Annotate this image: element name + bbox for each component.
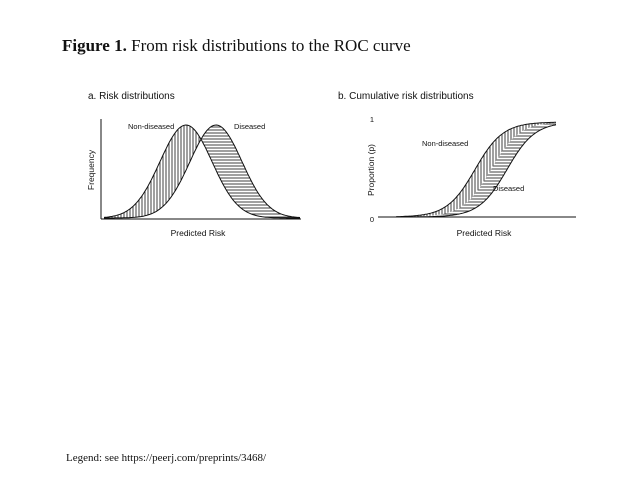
figure-title-text: From risk distributions to the ROC curve xyxy=(131,36,411,55)
panel-b-y-tick-0: 0 xyxy=(370,215,374,224)
non-diseased-cumulative-curve xyxy=(395,121,556,218)
panel-a-y-axis-label: Frequency xyxy=(86,149,96,190)
diseased-distribution-curve xyxy=(104,124,301,219)
panel-b-cumulative-distributions: b. Cumulative risk distributions 1 0 Non… xyxy=(338,91,576,238)
non-diseased-distribution-curve xyxy=(103,124,300,219)
non-diseased-cumulative-area xyxy=(396,122,556,217)
diseased-cumulative-area xyxy=(396,122,556,217)
panel-a-title: a. Risk distributions xyxy=(88,91,175,102)
panel-a-risk-distributions: a. Risk distributions Non-diseased Disea… xyxy=(86,91,301,238)
panel-b-title: b. Cumulative risk distributions xyxy=(338,91,474,102)
panel-a-series-label-diseased: Diseased xyxy=(234,122,265,131)
panel-b-series-label-diseased: Diseased xyxy=(493,184,524,193)
panel-b-y-axis-label: Proportion (p) xyxy=(366,144,376,196)
figure-label: Figure 1. xyxy=(62,36,127,55)
panel-a-x-axis-label: Predicted Risk xyxy=(171,228,227,238)
panel-a-series-label-non-diseased: Non-diseased xyxy=(128,122,174,131)
panel-b-y-tick-1: 1 xyxy=(370,115,374,124)
panel-b-x-axis-label: Predicted Risk xyxy=(457,228,513,238)
panel-b-series-label-non-diseased: Non-diseased xyxy=(422,139,468,148)
figure-title: Figure 1. From risk distributions to the… xyxy=(62,36,411,56)
figure-legend: Legend: see https://peerj.com/preprints/… xyxy=(66,452,267,464)
